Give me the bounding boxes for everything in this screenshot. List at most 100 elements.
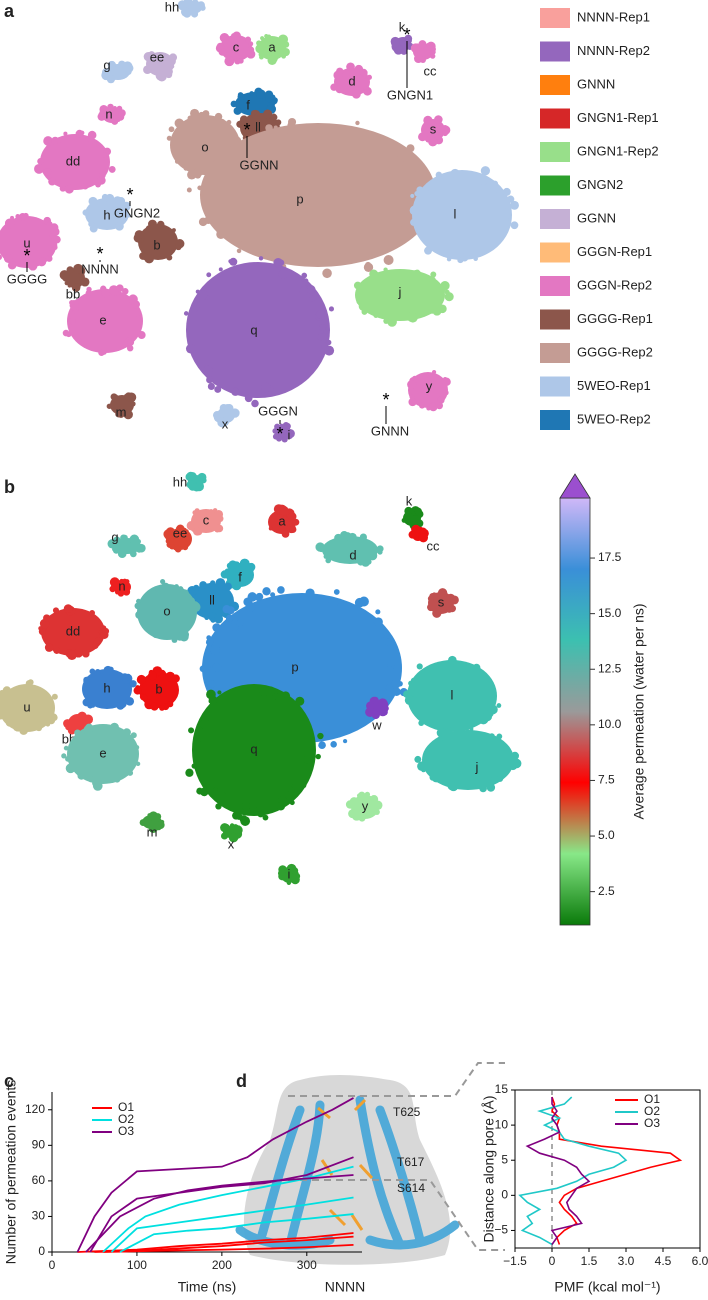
cluster-point bbox=[354, 597, 365, 608]
cluster-point bbox=[166, 254, 173, 261]
cluster-point bbox=[204, 365, 211, 372]
cluster-point bbox=[276, 802, 286, 811]
cluster-point bbox=[414, 54, 423, 64]
cluster-point bbox=[122, 288, 129, 295]
cluster-point bbox=[218, 791, 227, 800]
colorbar-tick-label: 15.0 bbox=[598, 606, 622, 620]
cluster-point bbox=[446, 606, 453, 613]
line bbox=[119, 1213, 354, 1253]
cluster-point bbox=[198, 290, 208, 300]
cluster-point bbox=[117, 699, 127, 709]
cluster-point bbox=[391, 39, 400, 48]
cluster-point bbox=[66, 720, 71, 725]
cluster-point bbox=[245, 601, 256, 612]
cluster-point bbox=[201, 202, 206, 207]
cluster-point bbox=[207, 680, 216, 688]
panel-label: c bbox=[4, 1071, 14, 1091]
cluster-point bbox=[73, 263, 84, 274]
cluster-point bbox=[179, 631, 189, 640]
structure-caption: NNNN bbox=[325, 1279, 365, 1295]
cluster-point bbox=[496, 703, 502, 708]
cluster-point bbox=[198, 734, 206, 742]
cluster-point bbox=[405, 695, 414, 704]
cluster-point bbox=[443, 389, 449, 396]
cluster-point bbox=[206, 635, 212, 641]
marker-star: * bbox=[382, 390, 389, 410]
cluster-label: c bbox=[203, 512, 210, 527]
cluster-point bbox=[474, 782, 480, 788]
cluster-point bbox=[277, 586, 285, 594]
cluster-label: g bbox=[103, 57, 110, 72]
cluster-label: k bbox=[406, 493, 413, 508]
cluster-point bbox=[249, 91, 255, 96]
cluster-point bbox=[275, 119, 282, 126]
cluster-point bbox=[65, 756, 71, 762]
cluster-point bbox=[373, 312, 379, 318]
cluster-core bbox=[137, 584, 197, 640]
cluster-point bbox=[136, 547, 142, 553]
cluster-point bbox=[102, 627, 110, 635]
cluster-point bbox=[230, 408, 240, 418]
cluster-core bbox=[41, 608, 105, 656]
cluster-core bbox=[186, 262, 330, 398]
cluster-point bbox=[67, 726, 76, 735]
cluster-point bbox=[217, 205, 223, 211]
cluster-point bbox=[44, 643, 54, 652]
cluster-point bbox=[156, 825, 162, 831]
cluster-point bbox=[417, 761, 427, 772]
cluster-point bbox=[430, 49, 436, 55]
cluster-point bbox=[129, 534, 140, 545]
cluster-point bbox=[260, 382, 271, 393]
cluster-point bbox=[410, 677, 417, 684]
cluster-point bbox=[168, 126, 175, 133]
cluster-point bbox=[119, 578, 124, 584]
residue bbox=[358, 1163, 374, 1180]
cluster-point bbox=[424, 246, 433, 255]
cluster-point bbox=[256, 138, 267, 149]
cluster-point bbox=[21, 214, 27, 220]
cluster bbox=[315, 530, 384, 567]
cluster bbox=[134, 579, 201, 643]
cluster bbox=[133, 219, 185, 264]
cluster-point bbox=[258, 256, 264, 261]
cluster-point bbox=[251, 806, 258, 813]
cluster-point bbox=[99, 109, 107, 117]
residue-label: T617 bbox=[397, 1155, 425, 1169]
marker-star: * bbox=[276, 424, 283, 444]
cluster-point bbox=[384, 638, 392, 646]
legend-swatch bbox=[540, 75, 570, 95]
cluster-point bbox=[103, 168, 108, 173]
cluster-point bbox=[212, 623, 221, 632]
legend-swatch bbox=[540, 142, 570, 162]
marker-star: * bbox=[126, 185, 133, 205]
cluster bbox=[62, 284, 146, 356]
cluster-point bbox=[232, 31, 241, 41]
y-axis-label: Number of permeation events bbox=[3, 1080, 19, 1264]
cluster-point bbox=[315, 542, 325, 552]
colorbar-tick-label: 2.5 bbox=[598, 884, 615, 898]
cluster-point bbox=[236, 248, 242, 254]
cluster bbox=[220, 558, 256, 591]
cluster-label: d bbox=[349, 547, 356, 562]
cluster-point bbox=[438, 286, 446, 294]
cluster-point bbox=[90, 703, 96, 708]
legend-label: O2 bbox=[118, 1112, 134, 1126]
cluster-point bbox=[134, 745, 140, 750]
cluster-point bbox=[107, 60, 117, 70]
cluster-point bbox=[414, 507, 422, 516]
cluster-point bbox=[83, 725, 93, 735]
cluster-point bbox=[122, 728, 131, 737]
cluster-point bbox=[256, 40, 262, 46]
cluster-point bbox=[199, 581, 207, 589]
cluster-point bbox=[77, 338, 82, 343]
cluster-label: ee bbox=[173, 525, 187, 540]
cluster-point bbox=[108, 165, 116, 173]
cluster-point bbox=[123, 409, 133, 420]
cluster bbox=[183, 256, 335, 408]
cluster bbox=[403, 655, 502, 738]
cluster-point bbox=[265, 686, 276, 697]
cluster-point bbox=[145, 225, 153, 232]
cluster-label: l bbox=[451, 687, 454, 702]
cluster-core bbox=[138, 224, 178, 260]
